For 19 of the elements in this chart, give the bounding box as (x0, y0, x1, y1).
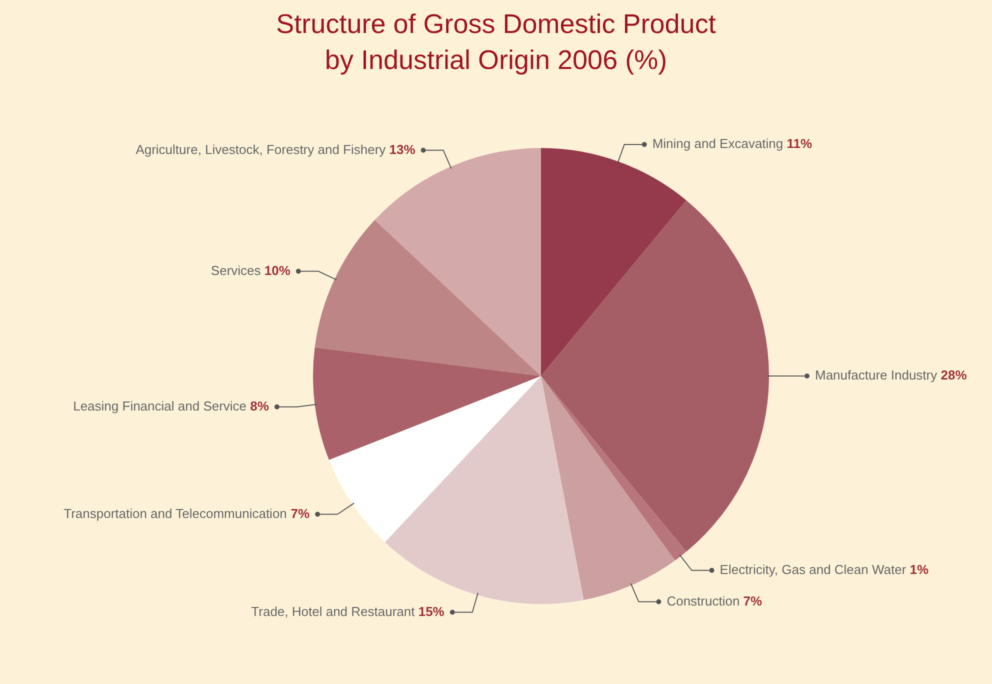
slice-label: Trade, Hotel and Restaurant (251, 604, 418, 619)
slice-label: Agriculture, Livestock, Forestry and Fishery (136, 142, 390, 157)
chart-title: Structure of Gross Domestic Product by Industrial Origin 2006 (%) (276, 8, 716, 77)
data-label: 28% (940, 368, 968, 383)
slice-label: Services (210, 262, 264, 278)
data-label: 15% (418, 604, 445, 619)
slice-label: Leasing Financial and Service (73, 398, 250, 414)
data-label: 11% (786, 136, 812, 152)
data-label: 10% (264, 262, 291, 278)
slice-label: Construction (666, 593, 744, 608)
data-label: 7% (290, 506, 310, 521)
data-label: 8% (250, 398, 270, 414)
data-label: 1% (910, 562, 930, 577)
data-label: 7% (743, 593, 763, 608)
slice-label: Transportation and Telecommunication (64, 506, 291, 521)
slice-label: Manufacture Industry (815, 368, 941, 383)
slice-label: Mining and Excavating (652, 136, 787, 152)
slice-label: Electricity, Gas and Clean Water (720, 562, 910, 577)
data-label: 13% (389, 142, 416, 157)
